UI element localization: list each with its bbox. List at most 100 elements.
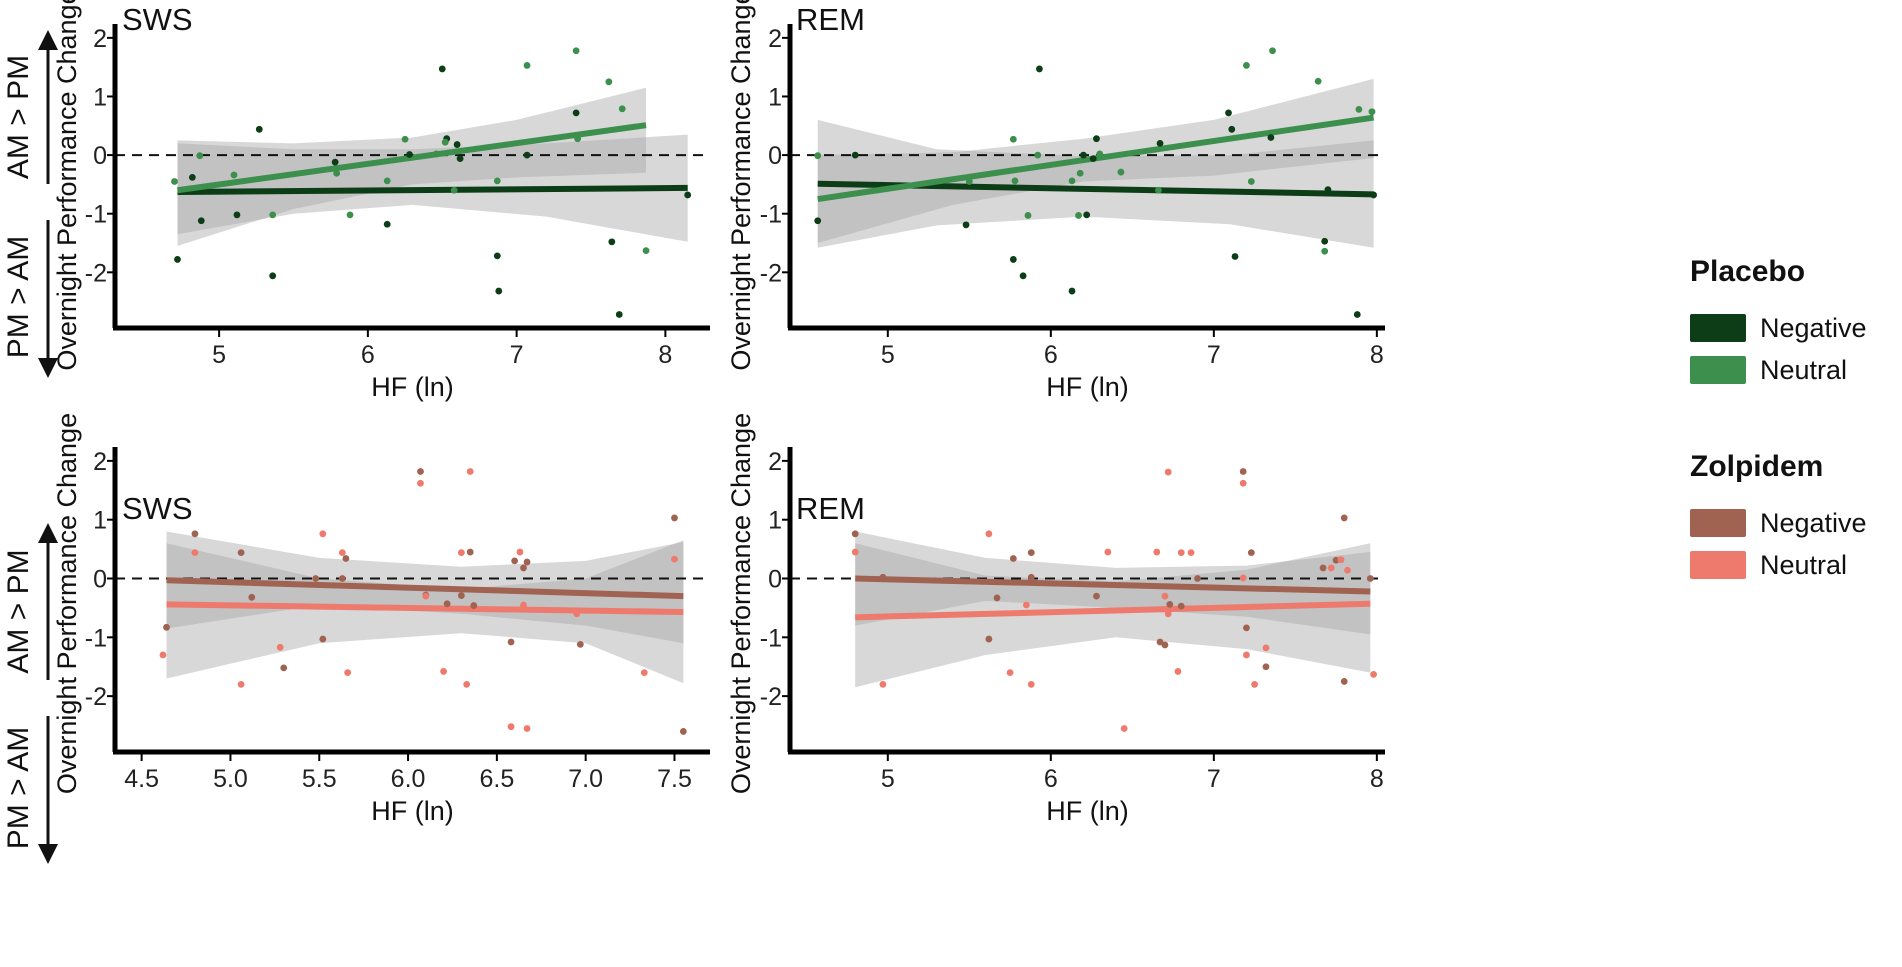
x-tick-label: 7 bbox=[1207, 341, 1221, 369]
fit-line-negative bbox=[855, 575, 1371, 595]
data-point-negative bbox=[1247, 549, 1255, 557]
data-point-negative bbox=[684, 191, 692, 199]
data-point-negative bbox=[188, 173, 196, 181]
data-point-negative bbox=[1319, 564, 1327, 572]
data-point-neutral bbox=[851, 548, 859, 556]
data-point-negative bbox=[962, 221, 970, 229]
data-point-negative bbox=[466, 548, 474, 556]
x-tick-label: 5 bbox=[212, 341, 226, 369]
x-tick-label: 5 bbox=[881, 341, 895, 369]
data-point-neutral bbox=[1076, 169, 1084, 177]
data-point-negative bbox=[507, 638, 515, 646]
data-point-neutral bbox=[466, 468, 474, 475]
data-point-negative bbox=[1340, 514, 1348, 522]
data-point-neutral bbox=[1174, 668, 1182, 675]
data-point-negative bbox=[280, 664, 288, 672]
data-point-negative bbox=[456, 155, 464, 163]
down-arrow-head bbox=[38, 358, 58, 378]
x-tick-label: 7 bbox=[1207, 765, 1221, 793]
data-point-neutral bbox=[276, 643, 284, 651]
data-point-neutral bbox=[1075, 212, 1082, 219]
y-tick-label: 1 bbox=[768, 507, 782, 535]
data-point-neutral bbox=[1355, 105, 1363, 113]
data-point-neutral bbox=[432, 150, 440, 158]
data-point-negative bbox=[511, 557, 519, 565]
data-point-neutral bbox=[463, 680, 471, 688]
data-point-negative bbox=[383, 220, 391, 228]
data-point-neutral bbox=[1344, 566, 1351, 574]
fit-line-neutral bbox=[855, 600, 1371, 621]
data-point-negative bbox=[174, 256, 181, 263]
x-tick-label: 6 bbox=[361, 341, 375, 369]
data-point-neutral bbox=[440, 668, 447, 675]
legend-zolpidem-negative: Negative bbox=[1690, 502, 1900, 544]
legend-swatch bbox=[1690, 314, 1746, 342]
data-point-neutral bbox=[333, 169, 341, 177]
y-tick-label: -1 bbox=[85, 201, 107, 229]
legend-label: Negative bbox=[1760, 312, 1867, 343]
x-axis-label: HF (ln) bbox=[1046, 372, 1129, 402]
fit-line-neutral bbox=[166, 601, 684, 616]
data-point-neutral bbox=[965, 178, 973, 185]
direction-indicator-bottom: AM > PM PM > AM bbox=[2, 523, 58, 864]
data-point-neutral bbox=[319, 530, 327, 538]
data-point-negative bbox=[1321, 237, 1329, 245]
data-point-negative bbox=[443, 600, 451, 608]
y-tick-label: -1 bbox=[760, 624, 782, 652]
data-point-neutral bbox=[523, 725, 531, 732]
confidence-band-negative bbox=[817, 119, 1374, 248]
y-tick-label: 0 bbox=[93, 142, 107, 170]
x-tick-label: 5.0 bbox=[213, 765, 248, 793]
data-point-negative bbox=[470, 602, 478, 609]
data-point-neutral bbox=[383, 177, 391, 185]
data-point-negative bbox=[493, 252, 501, 260]
x-tick-label: 7.5 bbox=[657, 765, 692, 793]
y-tick-label: -1 bbox=[85, 624, 107, 652]
data-point-neutral bbox=[985, 530, 993, 538]
data-point-neutral bbox=[1337, 556, 1345, 564]
data-point-neutral bbox=[1117, 168, 1125, 176]
data-point-negative bbox=[1009, 555, 1017, 562]
legend-zolpidem-title: Zolpidem bbox=[1690, 450, 1824, 483]
data-point-negative bbox=[1239, 468, 1247, 475]
data-point-negative bbox=[1027, 549, 1035, 557]
data-point-neutral bbox=[1164, 468, 1172, 476]
data-point-negative bbox=[993, 594, 1001, 602]
chart-panel-top-left: -2 -1 0 1 2 5 6 7 8 SWS HF (ln) Overnight Performan… bbox=[52, 0, 710, 402]
data-point-neutral bbox=[338, 549, 346, 557]
data-point-neutral bbox=[1239, 479, 1247, 487]
data-point-neutral bbox=[1011, 177, 1019, 185]
data-point-neutral bbox=[523, 62, 531, 69]
x-tick-label: 5 bbox=[881, 765, 895, 793]
y-tick-label: -2 bbox=[760, 683, 782, 711]
y-tick-label: 0 bbox=[768, 142, 782, 170]
y-tick-label: 2 bbox=[93, 25, 107, 53]
y-tick-label: 1 bbox=[93, 507, 107, 535]
data-point-neutral bbox=[230, 171, 238, 179]
chart-panel-top-right: -2 -1 0 1 2 5 6 7 8 REM HF (ln) Overnight Performan… bbox=[726, 0, 1385, 402]
data-point-neutral bbox=[1239, 574, 1247, 582]
data-point-neutral bbox=[1177, 549, 1185, 557]
data-point-negative bbox=[319, 635, 327, 643]
data-point-negative bbox=[1366, 575, 1374, 582]
y-tick-label: 0 bbox=[768, 566, 782, 594]
data-point-negative bbox=[1080, 151, 1087, 159]
data-point-neutral bbox=[814, 152, 822, 160]
data-point-neutral bbox=[1370, 670, 1377, 678]
data-point-negative bbox=[1353, 311, 1361, 318]
data-point-neutral bbox=[1155, 186, 1162, 194]
data-point-neutral bbox=[422, 592, 430, 600]
data-point-neutral bbox=[1153, 548, 1161, 556]
data-point-negative bbox=[248, 593, 256, 601]
data-point-neutral bbox=[417, 479, 424, 487]
data-point-neutral bbox=[1022, 601, 1030, 609]
fit-line-negative bbox=[177, 184, 688, 196]
data-point-negative bbox=[814, 217, 822, 225]
data-point-neutral bbox=[516, 548, 524, 556]
legend-placebo-title: Placebo bbox=[1690, 255, 1806, 288]
data-point-neutral bbox=[1120, 725, 1128, 732]
data-point-neutral bbox=[618, 105, 626, 113]
data-point-negative bbox=[1231, 253, 1239, 260]
data-point-neutral bbox=[1187, 549, 1195, 557]
down-arrow-head bbox=[38, 844, 58, 864]
